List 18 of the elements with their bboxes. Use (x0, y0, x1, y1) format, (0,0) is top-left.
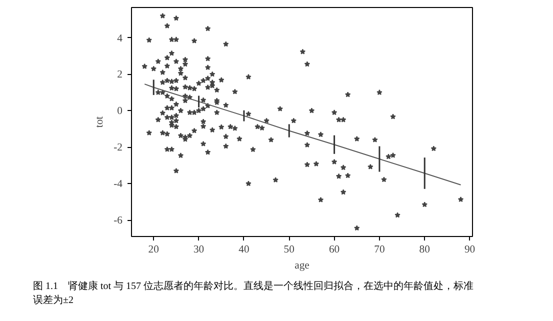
y-tick-label: 4 (117, 33, 124, 44)
y-tick-label: -2 (114, 142, 123, 154)
x-tick-label: 70 (374, 244, 385, 256)
line-series (144, 84, 462, 186)
y-tick-label: 2 (117, 70, 122, 81)
y-tick-label: -4 (114, 179, 124, 190)
y-axis-title: tot (94, 116, 106, 128)
x-tick-label: 40 (238, 244, 250, 256)
caption: 图 1.1 肾健康 tot 与 157 位志愿者的年龄对比。直线是一个线性回归拟合，在选中的年龄值处，标准误差为±2 (33, 280, 475, 308)
x-tick-label: 80 (419, 244, 430, 256)
x-tick-label: 30 (193, 244, 204, 256)
y-tick-label: 0 (117, 106, 122, 118)
x-tick-label: 60 (328, 244, 340, 256)
x-axis-title: age (294, 260, 310, 272)
y-tick-label: -6 (114, 216, 124, 227)
x-tick-label: 50 (284, 244, 294, 256)
x-tick-label: 20 (148, 244, 159, 256)
x-tick-label: 90 (464, 244, 476, 256)
